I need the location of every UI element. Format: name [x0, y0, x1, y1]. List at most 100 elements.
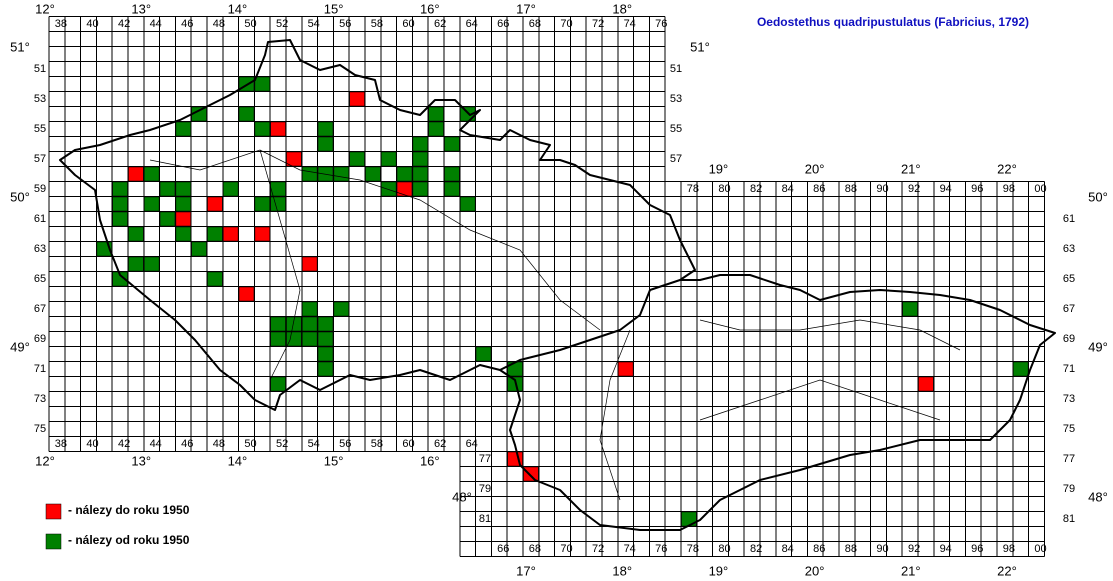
record-square	[302, 316, 318, 332]
record-square	[175, 181, 191, 197]
longitude-label: 22°	[997, 563, 1017, 578]
record-square	[270, 121, 286, 137]
column-label: 50	[244, 18, 256, 30]
record-square	[270, 376, 286, 392]
column-label: 48	[213, 18, 225, 30]
record-square	[128, 256, 144, 272]
row-label: 79	[1063, 483, 1075, 495]
column-label: 48	[213, 438, 225, 450]
row-label: 81	[1063, 513, 1075, 525]
record-square	[333, 301, 349, 317]
record-square	[444, 166, 460, 182]
record-square	[270, 196, 286, 212]
record-square	[207, 196, 223, 212]
column-label: 38	[55, 438, 67, 450]
column-label: 64	[466, 18, 478, 30]
legend: - nálezy do roku 1950 - nálezy od roku 19…	[45, 503, 190, 550]
record-square	[412, 151, 428, 167]
river	[259, 149, 301, 381]
record-square	[144, 256, 160, 272]
record-square	[112, 271, 128, 287]
record-square	[317, 331, 334, 347]
record-square	[207, 226, 223, 242]
legend-label: - nálezy od roku 1950	[68, 533, 190, 547]
column-label: 76	[655, 543, 667, 555]
record-square	[412, 136, 428, 152]
record-square	[207, 271, 223, 287]
longitude-label: 16°	[420, 453, 440, 468]
record-square	[128, 166, 144, 182]
column-label: 62	[434, 438, 446, 450]
row-label: 71	[34, 363, 46, 375]
column-label: 88	[845, 543, 857, 555]
record-square	[918, 376, 934, 392]
longitude-label: 12°	[35, 453, 55, 468]
column-label: 90	[876, 543, 888, 555]
row-label: 71	[1063, 363, 1075, 375]
longitude-label: 15°	[324, 1, 344, 16]
latitude-label: 49°	[1088, 339, 1108, 354]
record-square	[349, 151, 365, 167]
row-label: 55	[670, 123, 682, 135]
record-square	[396, 181, 413, 197]
column-label: 70	[560, 543, 572, 555]
row-label: 53	[34, 93, 46, 105]
column-label: 72	[592, 18, 604, 30]
record-square	[475, 346, 492, 362]
record-square	[428, 121, 444, 137]
row-label: 63	[1063, 243, 1075, 255]
column-label: 56	[339, 18, 351, 30]
column-label: 00	[1034, 543, 1046, 555]
record-square	[128, 226, 144, 242]
row-label: 77	[1063, 453, 1075, 465]
row-label: 67	[34, 303, 46, 315]
column-label: 84	[782, 183, 794, 195]
longitude-label: 22°	[997, 161, 1017, 176]
record-square	[286, 331, 302, 347]
column-label: 58	[371, 438, 383, 450]
column-label: 70	[560, 18, 572, 30]
record-square	[191, 241, 207, 257]
record-square	[270, 316, 286, 332]
column-label: 84	[782, 543, 794, 555]
squares	[96, 76, 1029, 527]
column-label: 86	[813, 183, 825, 195]
slovak-border	[499, 274, 1056, 531]
column-label: 46	[181, 18, 193, 30]
column-label: 46	[181, 438, 193, 450]
legend-swatch	[45, 533, 62, 550]
column-label: 38	[55, 18, 67, 30]
record-square	[396, 166, 413, 182]
record-square	[238, 106, 255, 122]
record-square	[144, 166, 160, 182]
row-label: 65	[1063, 273, 1075, 285]
longitude-label: 17°	[516, 563, 536, 578]
record-square	[144, 196, 160, 212]
column-label: 90	[876, 183, 888, 195]
legend-label: - nálezy do roku 1950	[68, 503, 190, 517]
record-square	[302, 256, 318, 272]
row-label: 65	[34, 273, 46, 285]
column-label: 72	[592, 543, 604, 555]
record-square	[159, 211, 176, 227]
record-square	[270, 181, 286, 197]
longitude-label: 14°	[228, 1, 248, 16]
column-label: 78	[687, 543, 699, 555]
latitude-label: 49°	[10, 339, 30, 354]
record-square	[238, 286, 255, 302]
map-title: Oedostethus quadripustulatus (Fabricius,…	[757, 15, 1029, 29]
grid	[48, 16, 1045, 557]
record-square	[412, 166, 428, 182]
record-square	[444, 136, 460, 152]
record-square	[112, 211, 128, 227]
record-square	[175, 196, 191, 212]
record-square	[175, 226, 191, 242]
column-label: 42	[118, 438, 130, 450]
column-label: 40	[86, 18, 98, 30]
legend-swatch	[45, 503, 62, 520]
longitude-label: 19°	[709, 563, 729, 578]
column-label: 92	[908, 543, 920, 555]
row-label: 79	[479, 483, 491, 495]
column-label: 66	[497, 18, 509, 30]
borders	[59, 39, 1056, 531]
